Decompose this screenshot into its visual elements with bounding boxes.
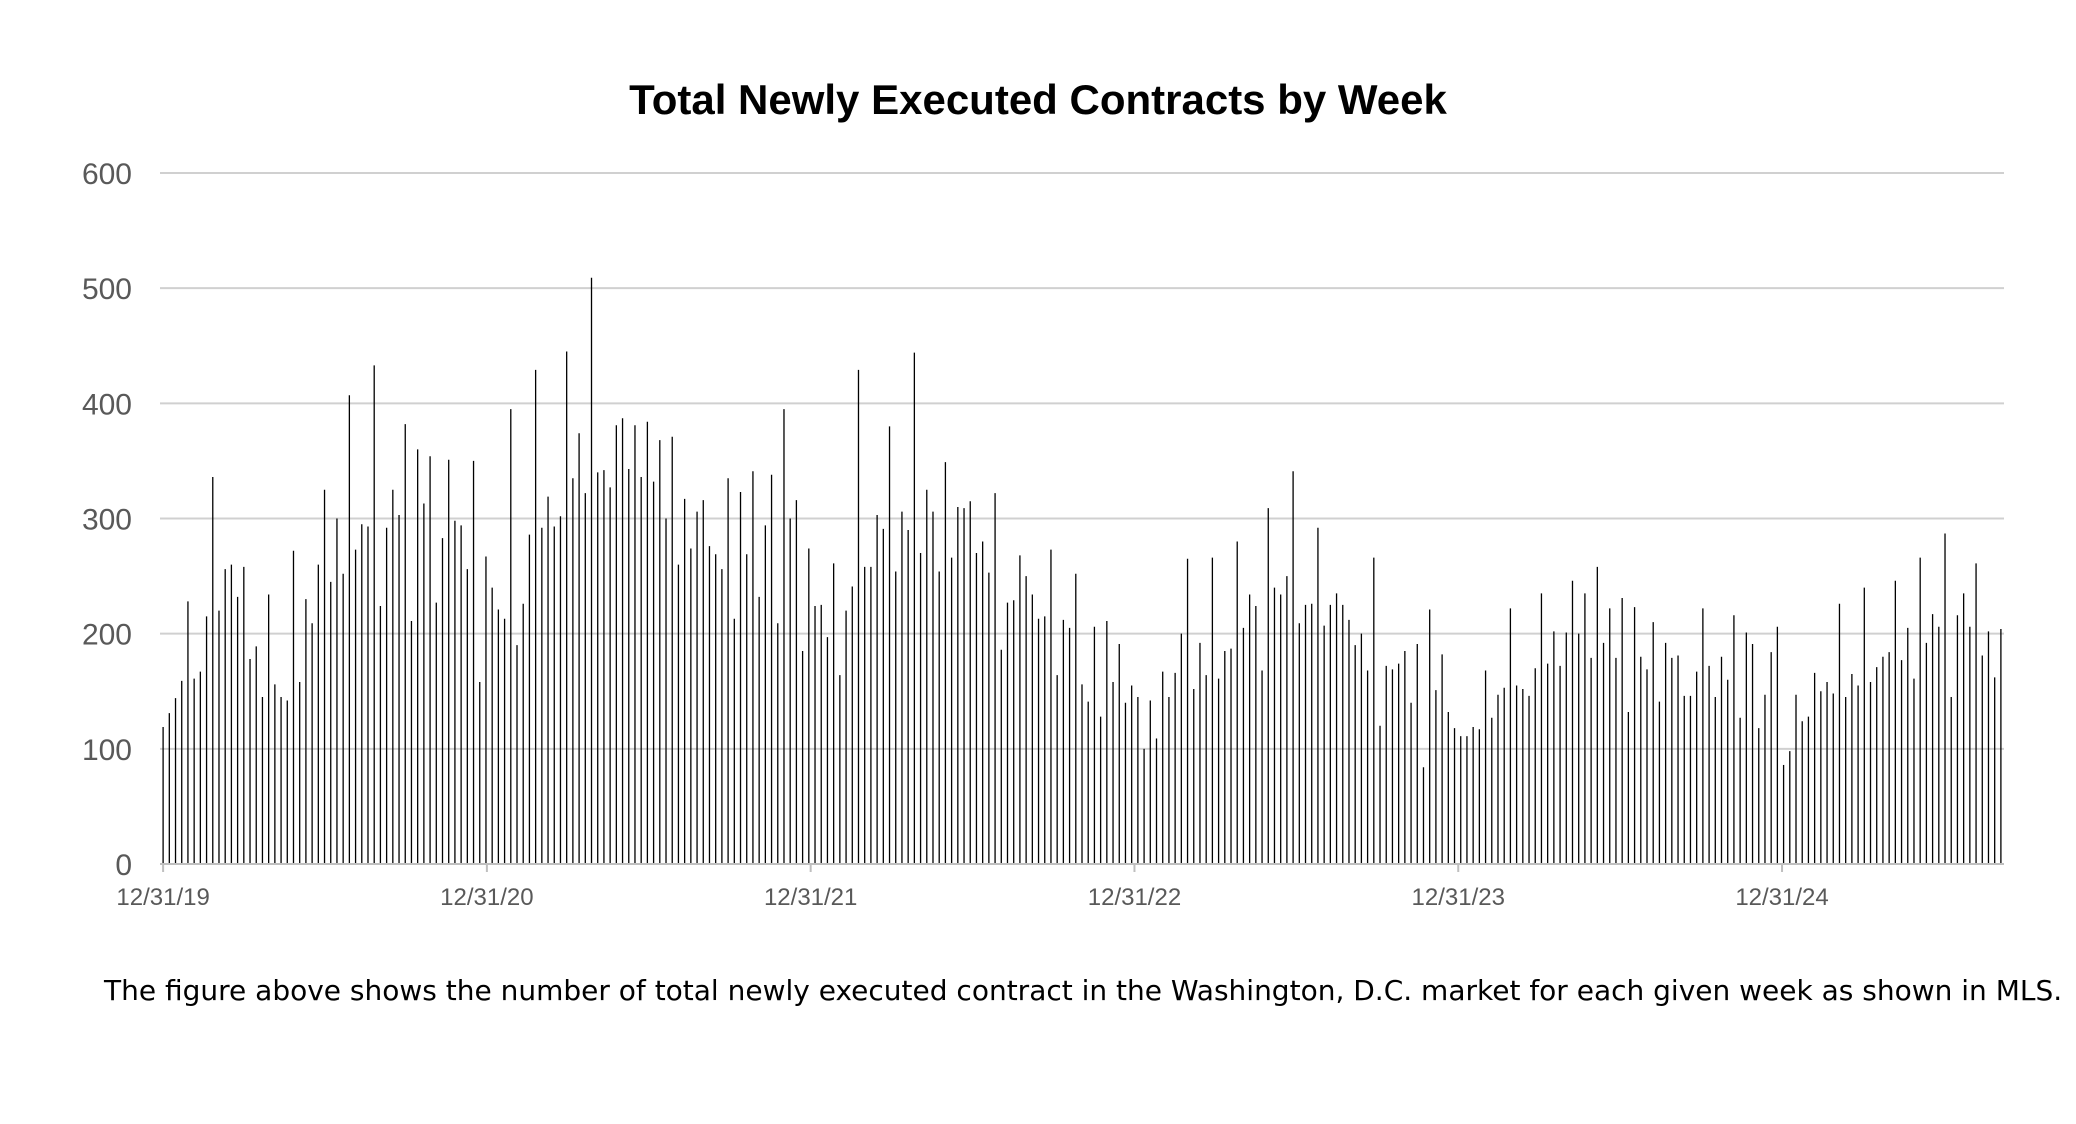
y-tick-label: 100 [82,734,132,767]
x-tick-label: 12/31/23 [1412,884,1505,911]
x-tick-label: 12/31/24 [1735,884,1828,911]
y-tick-label: 0 [115,849,132,882]
x-axis: 12/31/19 12/31/20 12/31/21 12/31/22 12/31/23… [116,863,2004,911]
y-axis-tick-labels: 0 100 200 300 400 500 600 [82,158,132,882]
figure-caption: The figure above shows the number of tot… [104,974,2063,1007]
x-tick-label: 12/31/19 [116,884,209,911]
chart-title: Total Newly Executed Contracts by Week [629,76,1447,123]
x-tick-label: 12/31/21 [764,884,857,911]
y-tick-label: 600 [82,158,132,191]
y-tick-label: 200 [82,619,132,652]
x-tick-label: 12/31/20 [440,884,533,911]
y-tick-label: 500 [82,273,132,306]
bars [162,277,2002,864]
y-tick-label: 400 [82,388,132,421]
y-tick-label: 300 [82,504,132,537]
x-tick-label: 12/31/22 [1088,884,1181,911]
